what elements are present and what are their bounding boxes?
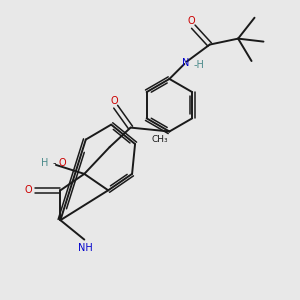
Text: CH₃: CH₃ [152,135,168,144]
Text: O: O [58,158,66,168]
Text: O: O [25,185,32,195]
Text: O: O [188,16,196,26]
Text: NH: NH [78,243,93,253]
Text: -: - [52,158,56,168]
Text: O: O [110,96,118,106]
Text: N: N [182,58,190,68]
Text: -H: -H [194,61,205,70]
Text: H: H [41,158,49,168]
